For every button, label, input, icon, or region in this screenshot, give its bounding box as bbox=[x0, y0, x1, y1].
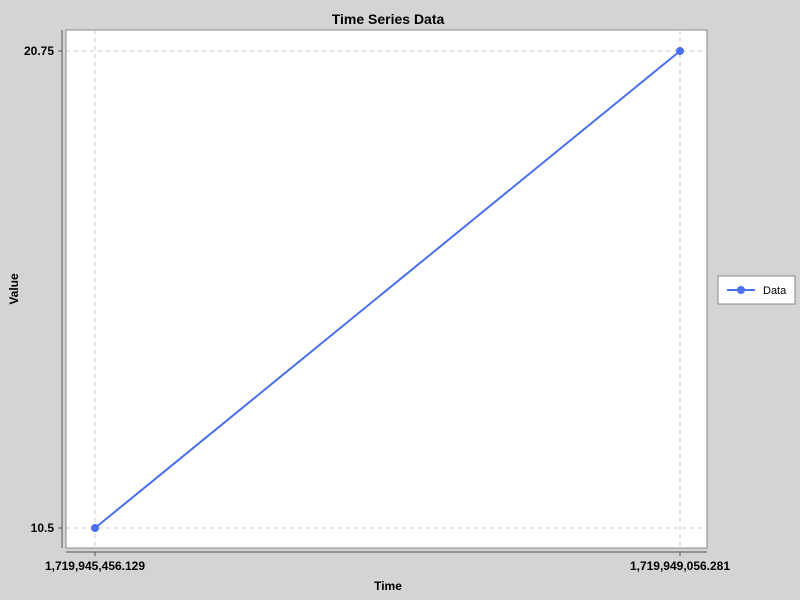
legend-label: Data bbox=[763, 285, 787, 297]
series-layer bbox=[91, 47, 684, 532]
y-tick-label: 20.75 bbox=[24, 44, 54, 58]
grid-layer bbox=[66, 30, 707, 548]
axis-layer bbox=[61, 30, 707, 553]
y-axis-label: Value bbox=[7, 273, 21, 305]
data-point bbox=[91, 524, 99, 532]
data-point bbox=[676, 47, 684, 55]
x-axis-label: Time bbox=[374, 579, 402, 593]
x-tick-label: 1,719,949,056.281 bbox=[630, 559, 730, 573]
tick-layer: 1,719,945,456.129 1,719,949,056.281 10.5 20… bbox=[24, 44, 730, 573]
series-line bbox=[94, 50, 681, 529]
legend-swatch-marker bbox=[737, 286, 745, 294]
x-tick-label: 1,719,945,456.129 bbox=[45, 559, 145, 573]
legend: Data bbox=[717, 275, 796, 305]
y-tick-label: 10.5 bbox=[31, 521, 55, 535]
chart-title: Time Series Data bbox=[332, 11, 445, 27]
